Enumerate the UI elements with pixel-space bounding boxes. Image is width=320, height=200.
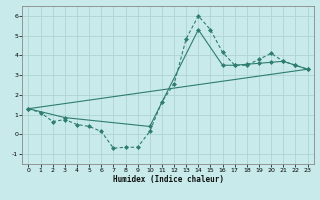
- X-axis label: Humidex (Indice chaleur): Humidex (Indice chaleur): [113, 175, 223, 184]
